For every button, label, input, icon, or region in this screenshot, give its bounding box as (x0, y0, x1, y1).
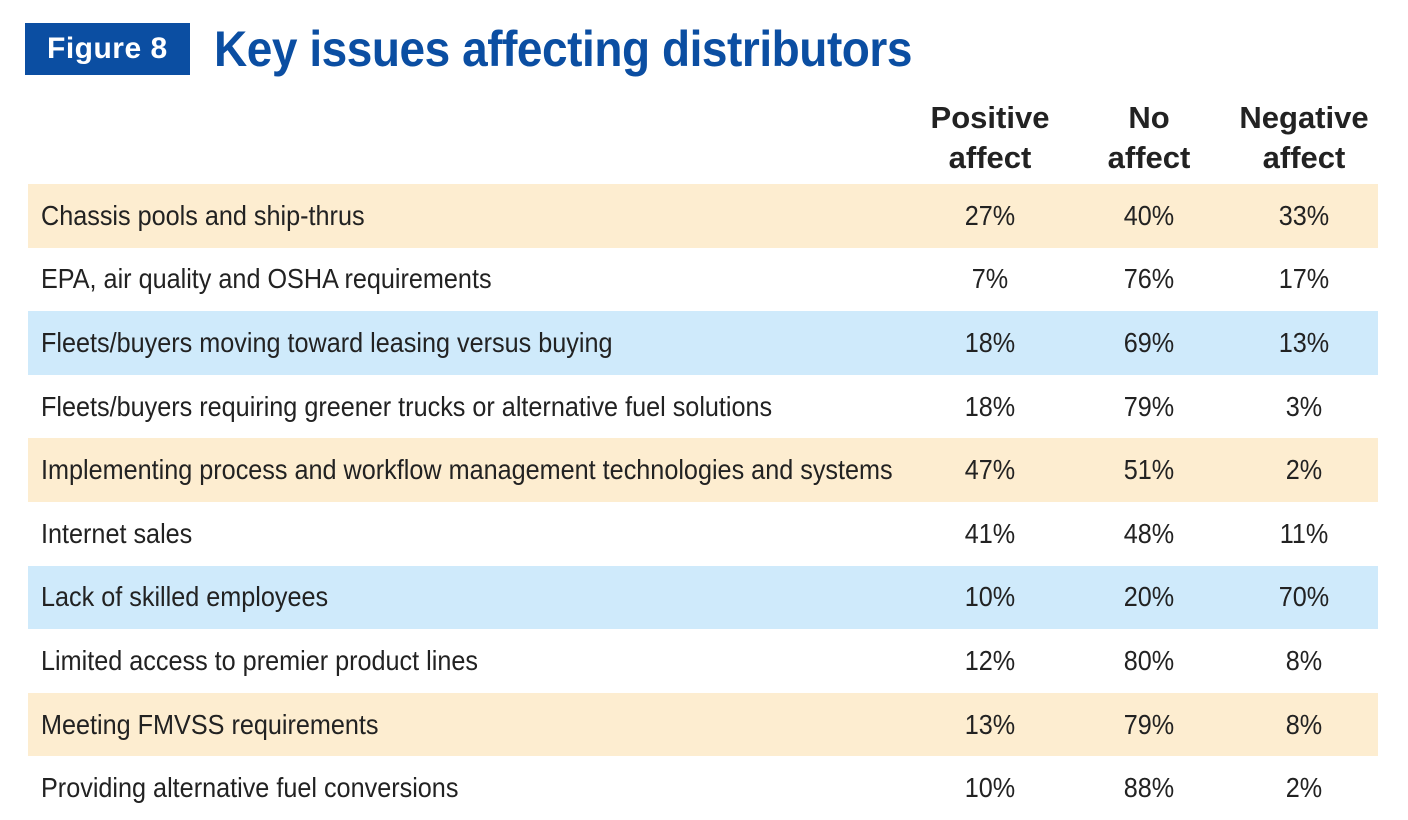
value-no: 40% (1123, 199, 1175, 231)
table-row: Fleets/buyers moving toward leasing vers… (28, 311, 1378, 375)
table-row: Internet sales 41% 48% 11% (28, 501, 1378, 566)
column-header-line: affect (1262, 140, 1346, 175)
table-row: Fleets/buyers requiring greener trucks o… (28, 374, 1378, 439)
value-negative: 33% (1278, 199, 1330, 231)
column-header-line: affect (948, 140, 1032, 175)
row-label: Limited access to premier product lines (41, 644, 478, 676)
chart-title: Key issues affecting distributors (213, 21, 912, 77)
value-negative: 2% (1285, 772, 1323, 804)
value-negative: 13% (1278, 326, 1330, 358)
value-negative: 2% (1285, 454, 1323, 486)
row-label: Fleets/buyers requiring greener trucks o… (41, 390, 773, 422)
row-label: Meeting FMVSS requirements (41, 708, 379, 740)
table-row: Providing alternative fuel conversions 10… (28, 756, 1378, 820)
value-negative: 17% (1278, 263, 1330, 295)
value-positive: 13% (964, 708, 1016, 740)
column-header-line: Negative (1239, 100, 1369, 135)
data-table: Chassis pools and ship-thrus 27% 40% 33% EPA… (28, 184, 1378, 820)
value-negative: 70% (1278, 581, 1330, 613)
value-no: 79% (1123, 390, 1175, 422)
table-row: Limited access to premier product lines 1… (28, 629, 1378, 693)
column-header-line: affect (1107, 140, 1191, 175)
column-header-positive: Positive affect (910, 98, 1070, 178)
figure-header: Figure 8 Key issues affecting distributo… (25, 20, 972, 78)
row-label: Chassis pools and ship-thrus (41, 199, 365, 231)
row-label: EPA, air quality and OSHA requirements (41, 263, 492, 295)
table-row: Meeting FMVSS requirements 13% 79% 8% (28, 692, 1378, 757)
value-positive: 41% (964, 517, 1016, 549)
row-label: Internet sales (41, 517, 193, 549)
row-label: Providing alternative fuel conversions (41, 772, 459, 804)
figure-badge: Figure 8 (25, 23, 190, 75)
value-no: 79% (1123, 708, 1175, 740)
table-row: Implementing process and workflow manage… (28, 438, 1378, 502)
value-positive: 10% (964, 772, 1016, 804)
row-label: Fleets/buyers moving toward leasing vers… (41, 326, 613, 358)
column-header-negative: Negative affect (1224, 98, 1384, 178)
table-row: Chassis pools and ship-thrus 27% 40% 33% (28, 184, 1378, 248)
value-positive: 47% (964, 454, 1016, 486)
column-header-no: No affect (1069, 98, 1229, 178)
value-positive: 10% (964, 581, 1016, 613)
value-positive: 18% (964, 390, 1016, 422)
column-header-line: No (1128, 100, 1170, 135)
value-negative: 8% (1285, 644, 1323, 676)
row-label: Implementing process and workflow manage… (41, 454, 893, 486)
value-no: 20% (1123, 581, 1175, 613)
table-row: EPA, air quality and OSHA requirements 7%… (28, 247, 1378, 312)
value-no: 88% (1123, 772, 1175, 804)
value-no: 51% (1123, 454, 1175, 486)
value-no: 69% (1123, 326, 1175, 358)
row-label: Lack of skilled employees (41, 581, 329, 613)
value-no: 76% (1123, 263, 1175, 295)
value-positive: 7% (971, 263, 1009, 295)
value-negative: 3% (1285, 390, 1323, 422)
value-no: 80% (1123, 644, 1175, 676)
column-header-line: Positive (930, 100, 1050, 135)
value-negative: 8% (1285, 708, 1323, 740)
value-no: 48% (1123, 517, 1175, 549)
value-negative: 11% (1279, 517, 1329, 549)
table-row: Lack of skilled employees 10% 20% 70% (28, 565, 1378, 630)
value-positive: 12% (964, 644, 1016, 676)
value-positive: 18% (964, 326, 1016, 358)
value-positive: 27% (964, 199, 1016, 231)
